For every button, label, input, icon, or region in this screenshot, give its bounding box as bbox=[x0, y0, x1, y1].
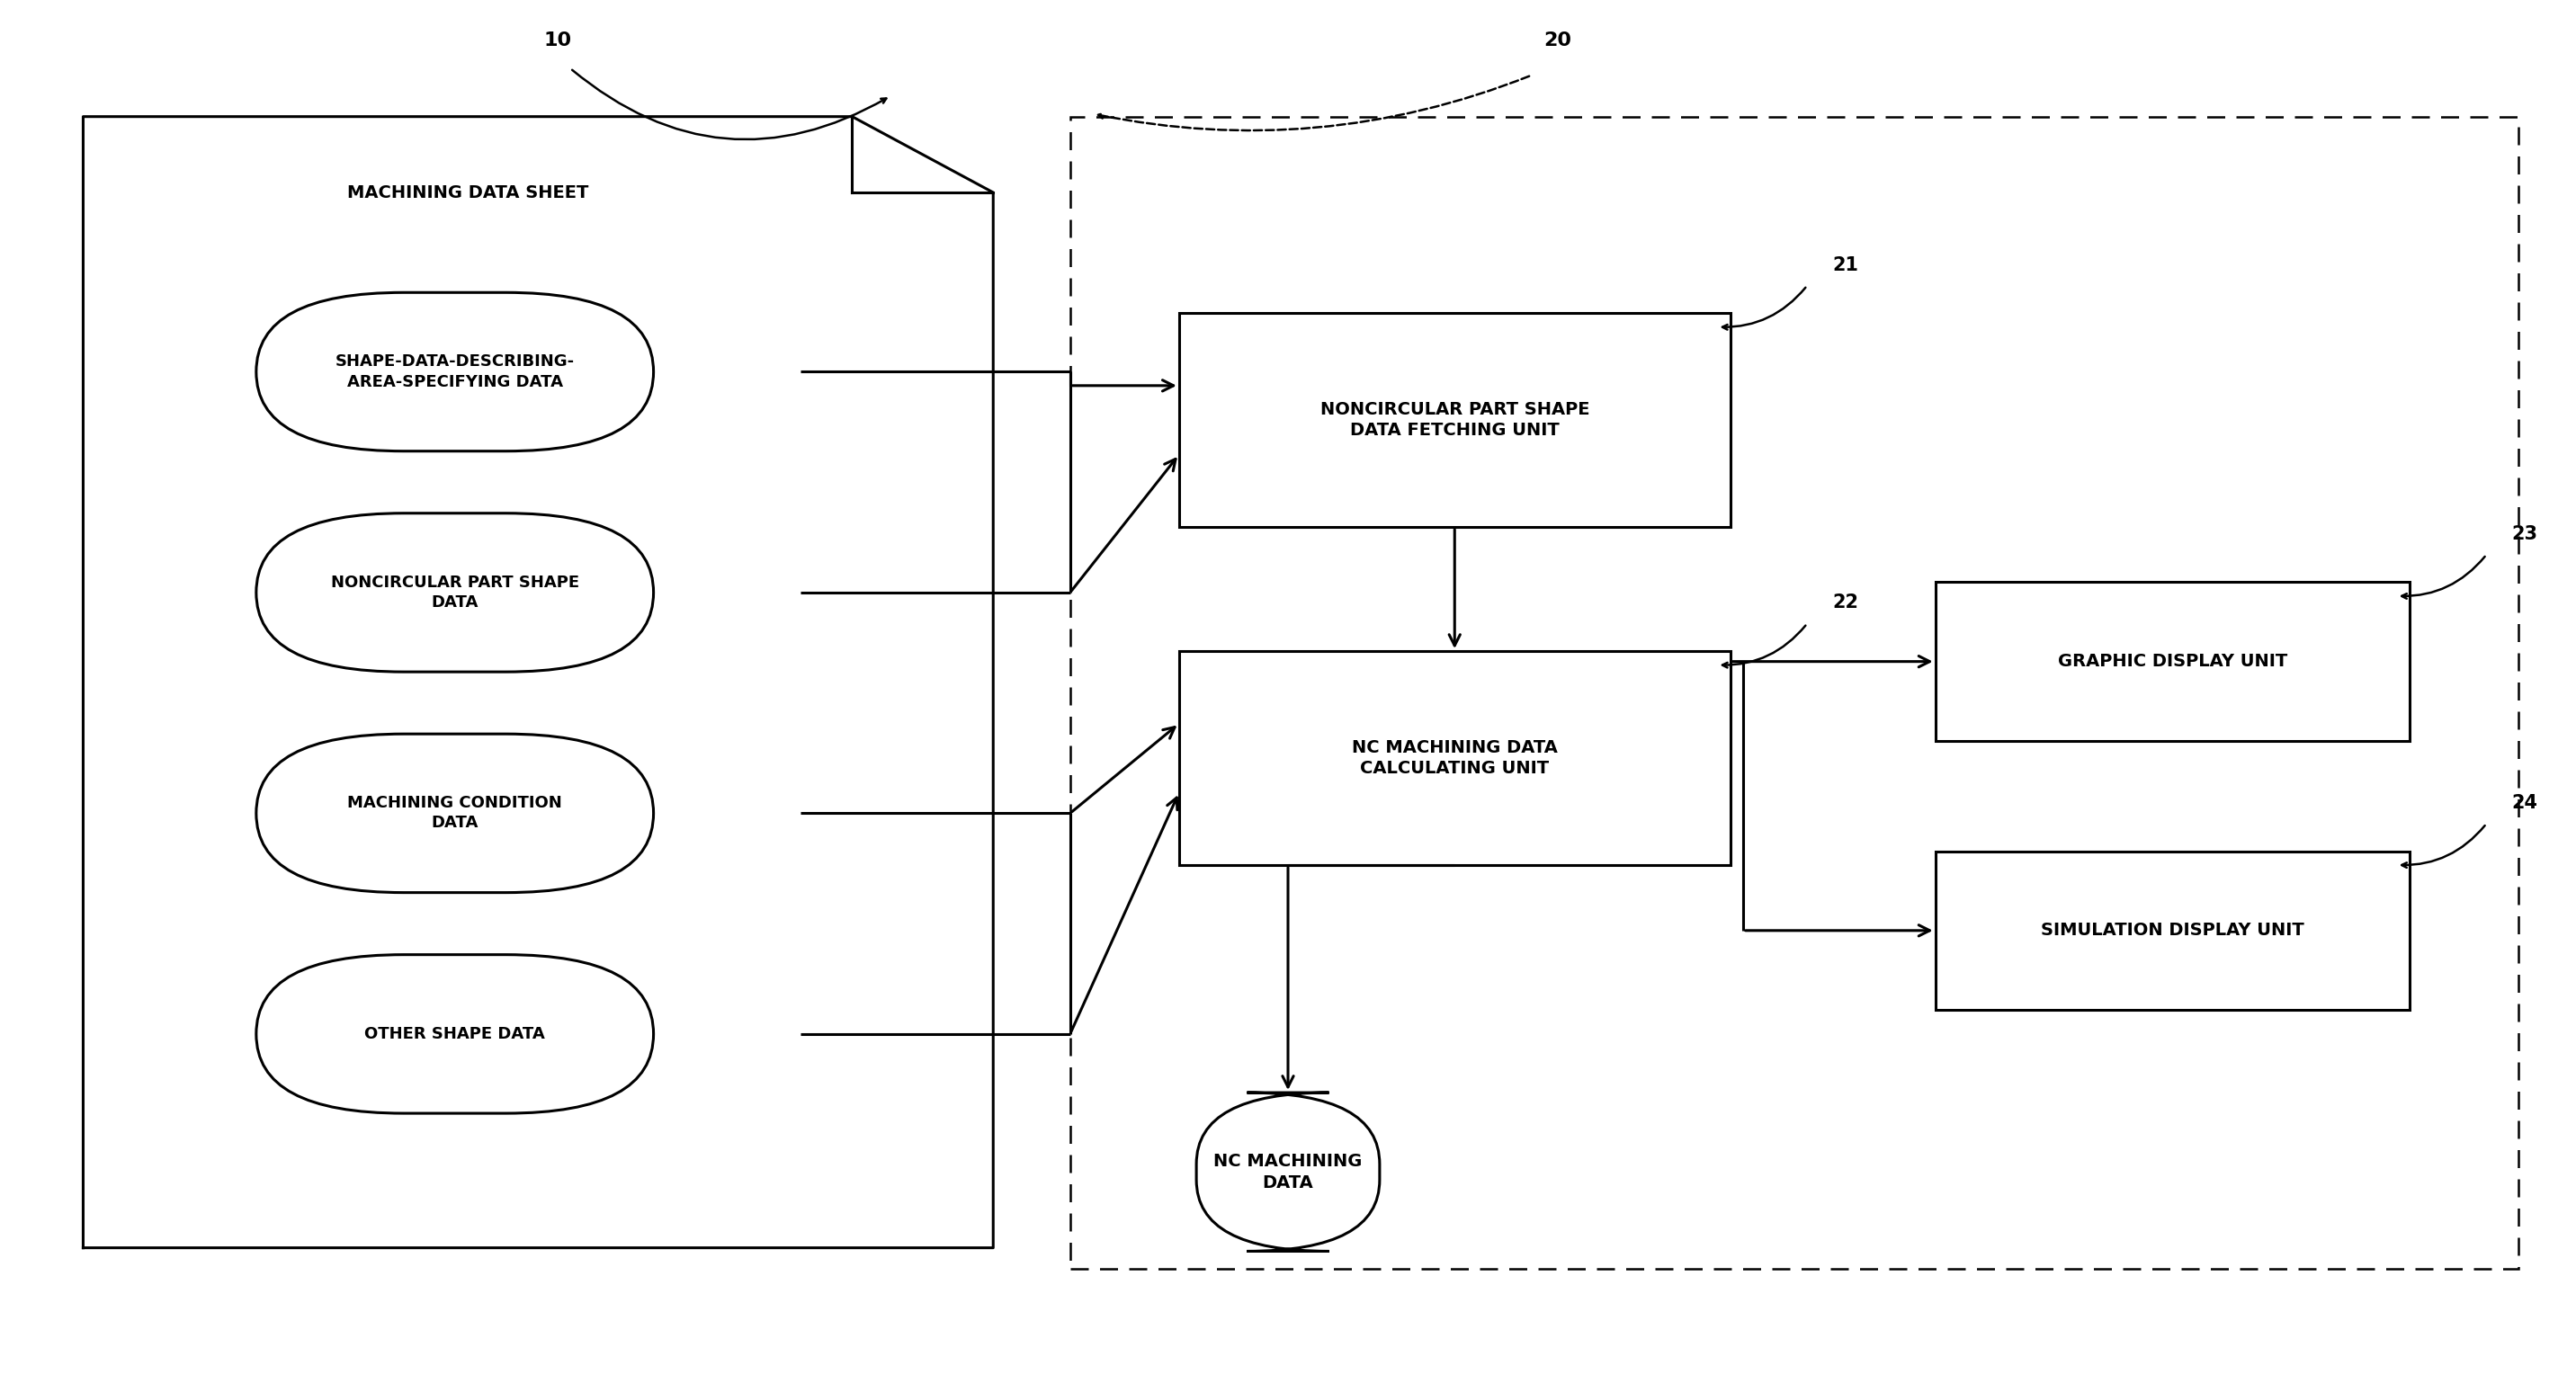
FancyBboxPatch shape bbox=[255, 734, 654, 892]
Text: 21: 21 bbox=[1832, 256, 1860, 274]
Text: MACHINING DATA SHEET: MACHINING DATA SHEET bbox=[348, 184, 587, 200]
Text: 24: 24 bbox=[2512, 793, 2537, 812]
Text: 10: 10 bbox=[544, 32, 572, 50]
Text: NC MACHINING DATA
CALCULATING UNIT: NC MACHINING DATA CALCULATING UNIT bbox=[1352, 739, 1558, 777]
FancyBboxPatch shape bbox=[255, 955, 654, 1114]
Text: OTHER SHAPE DATA: OTHER SHAPE DATA bbox=[366, 1026, 546, 1043]
Text: NONCIRCULAR PART SHAPE
DATA FETCHING UNIT: NONCIRCULAR PART SHAPE DATA FETCHING UNI… bbox=[1319, 401, 1589, 440]
Text: GRAPHIC DISPLAY UNIT: GRAPHIC DISPLAY UNIT bbox=[2058, 653, 2287, 670]
FancyBboxPatch shape bbox=[255, 292, 654, 451]
Bar bbox=[1180, 651, 1731, 864]
Text: 22: 22 bbox=[1832, 594, 1860, 612]
Bar bbox=[1935, 582, 2409, 741]
Bar bbox=[1069, 117, 2519, 1268]
Text: NONCIRCULAR PART SHAPE
DATA: NONCIRCULAR PART SHAPE DATA bbox=[330, 575, 580, 611]
Bar bbox=[1180, 313, 1731, 528]
Text: NC MACHINING
DATA: NC MACHINING DATA bbox=[1213, 1153, 1363, 1192]
Text: SIMULATION DISPLAY UNIT: SIMULATION DISPLAY UNIT bbox=[2040, 922, 2303, 940]
FancyBboxPatch shape bbox=[255, 514, 654, 672]
Text: SHAPE-DATA-DESCRIBING-
AREA-SPECIFYING DATA: SHAPE-DATA-DESCRIBING- AREA-SPECIFYING D… bbox=[335, 354, 574, 390]
Bar bbox=[1935, 851, 2409, 1009]
FancyBboxPatch shape bbox=[1195, 1093, 1381, 1251]
Text: 20: 20 bbox=[1543, 32, 1571, 50]
Polygon shape bbox=[82, 117, 994, 1247]
Text: MACHINING CONDITION
DATA: MACHINING CONDITION DATA bbox=[348, 795, 562, 831]
Text: 23: 23 bbox=[2512, 525, 2537, 543]
